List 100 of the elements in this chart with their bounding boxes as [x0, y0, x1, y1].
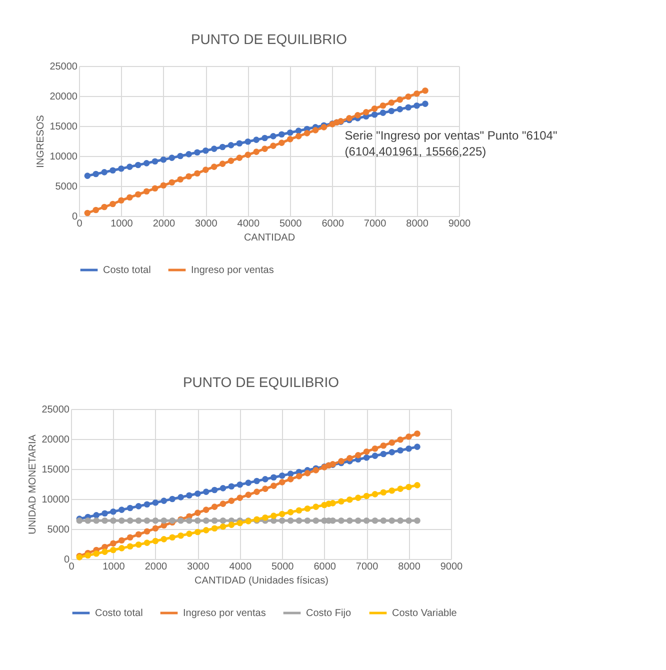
point: [236, 494, 244, 501]
point: [110, 546, 116, 554]
point: [160, 536, 168, 542]
y-axis-title: UNIDAD MONETARIA: [28, 434, 39, 534]
point: [84, 552, 92, 559]
point: [414, 102, 420, 109]
point: [414, 90, 420, 97]
point: [210, 146, 218, 152]
point: [219, 144, 226, 150]
point: [371, 105, 378, 112]
point: [397, 436, 404, 443]
point: [362, 109, 370, 116]
x-axis-title: CANTIDAD (Unidades físicas): [194, 576, 328, 586]
legend-label: Ingreso por ventas: [183, 608, 266, 619]
point: [296, 473, 302, 480]
x-tick-label: 4000: [229, 562, 252, 572]
y-tick-label: 5000: [55, 182, 78, 192]
point: [388, 517, 396, 524]
point: [211, 504, 218, 510]
point: [287, 517, 294, 524]
point: [380, 442, 387, 449]
point: [194, 149, 200, 156]
legend-label: Costo Fijo: [306, 608, 352, 619]
point: [126, 164, 133, 170]
point: [101, 204, 108, 210]
point: [93, 512, 100, 518]
point: [210, 164, 218, 170]
point: [406, 433, 412, 440]
point: [396, 106, 404, 112]
point: [363, 492, 370, 500]
point: [371, 111, 378, 118]
x-tick-label: 6000: [322, 218, 344, 230]
point: [168, 179, 176, 186]
point: [372, 491, 378, 498]
point: [160, 156, 167, 163]
point: [262, 134, 268, 142]
point: [245, 480, 252, 486]
point: [126, 194, 133, 201]
point: [92, 206, 100, 214]
point: [397, 447, 404, 454]
point: [102, 510, 108, 517]
point: [338, 517, 344, 524]
point: [262, 486, 268, 492]
point: [295, 133, 302, 140]
x-tick-label: 3000: [187, 562, 210, 572]
x-tick-label: 8000: [406, 218, 429, 230]
point: [220, 485, 226, 492]
point: [372, 452, 378, 459]
y-tick-label: 25000: [50, 62, 78, 72]
point: [84, 210, 91, 216]
point: [101, 169, 108, 176]
point: [134, 162, 142, 168]
point: [270, 474, 277, 481]
point: [228, 483, 235, 490]
point: [110, 167, 116, 174]
y-axis-title: INGRESOS: [36, 114, 47, 168]
point: [338, 498, 344, 505]
point: [354, 517, 362, 524]
point: [118, 165, 124, 172]
y-tick-label: 0: [72, 212, 78, 222]
point: [354, 112, 361, 118]
point: [135, 541, 142, 548]
point: [186, 151, 192, 158]
point: [84, 517, 92, 524]
point: [126, 504, 134, 512]
legend-label: Costo total: [95, 608, 143, 619]
point: [194, 510, 201, 516]
x-tick-label: 5000: [271, 562, 294, 572]
point: [286, 136, 294, 142]
point: [406, 484, 412, 490]
point: [84, 172, 91, 179]
x-tick-label: 1000: [110, 218, 134, 230]
point: [346, 455, 353, 462]
point: [388, 108, 395, 114]
point: [363, 454, 370, 461]
x-tick-label: 7000: [364, 218, 387, 230]
point: [346, 517, 353, 524]
point: [372, 445, 378, 452]
point: [160, 498, 168, 504]
point: [126, 543, 134, 550]
point: [346, 496, 353, 503]
point: [414, 444, 420, 450]
point: [406, 517, 412, 524]
point: [278, 472, 286, 479]
point: [278, 517, 286, 524]
point: [236, 140, 243, 147]
point: [244, 138, 252, 145]
point: [110, 540, 116, 547]
point: [363, 448, 370, 455]
x-tick-label: 7000: [356, 562, 379, 572]
point: [135, 531, 142, 538]
point: [312, 127, 319, 134]
point: [295, 128, 302, 134]
point: [93, 550, 100, 557]
point: [144, 501, 150, 508]
point: [270, 482, 277, 489]
point: [186, 173, 192, 180]
point: [134, 191, 142, 198]
point: [372, 517, 378, 524]
point: [270, 512, 277, 519]
